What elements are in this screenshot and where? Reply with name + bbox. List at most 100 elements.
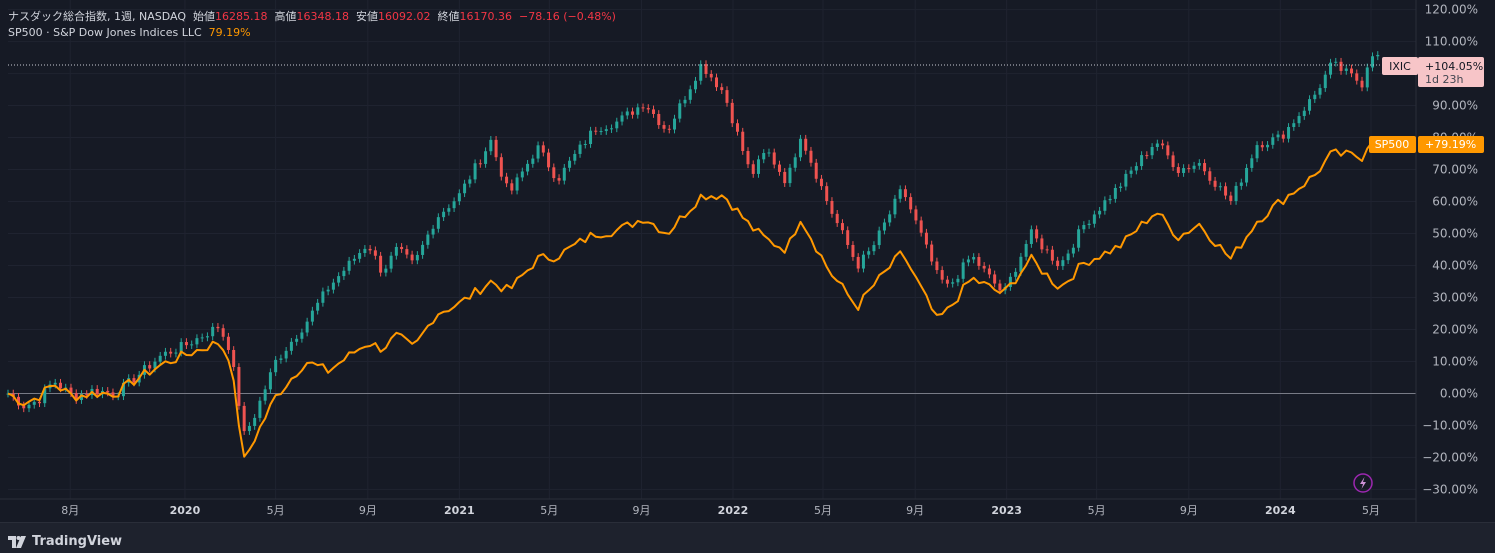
ixic-candle-body	[652, 109, 656, 114]
ixic-candle-body	[436, 217, 440, 229]
ixic-candle-body	[211, 326, 215, 337]
ixic-candle-body	[1045, 249, 1049, 251]
ixic-candle-body	[704, 64, 708, 74]
ixic-candle-body	[1050, 249, 1054, 261]
ixic-candle-body	[573, 153, 577, 161]
y-tick-label: −10.00%	[1422, 418, 1478, 432]
ixic-candle-body	[1224, 186, 1228, 196]
ixic-candle-body	[132, 378, 136, 383]
x-tick-label: 8月	[61, 504, 79, 517]
ixic-candle-body	[1014, 271, 1018, 277]
x-tick-label: 2021	[444, 504, 475, 517]
symbol-name[interactable]: ナスダック総合指数	[8, 10, 107, 23]
ixic-candle-body	[1108, 198, 1112, 201]
ixic-candle-body	[289, 341, 293, 351]
ixic-candle-body	[53, 382, 57, 385]
ixic-candle-body	[1182, 168, 1186, 173]
ixic-candle-body	[956, 278, 960, 283]
ixic-candle-body	[1077, 229, 1081, 248]
compare-value: 79.19%	[208, 26, 251, 39]
tradingview-logo[interactable]: TradingView	[8, 534, 122, 549]
ixic-badge-value-bg	[1418, 57, 1484, 87]
ixic-candle-body	[510, 183, 514, 191]
low-value: 16092.02	[378, 10, 431, 23]
ixic-candle-body	[720, 87, 724, 91]
ixic-price-badge[interactable]: IXIC +104.05% 1d 23h	[1382, 57, 1484, 87]
ixic-candle-body	[1329, 62, 1333, 75]
ixic-candle-body	[819, 178, 823, 187]
ixic-candle-body	[279, 358, 283, 360]
ixic-candle-body	[662, 125, 666, 129]
ixic-candle-body	[830, 200, 834, 214]
ixic-candle-body	[636, 107, 640, 115]
ixic-candle-body	[226, 336, 230, 350]
ixic-candle-body	[1082, 225, 1086, 230]
ixic-badge-value: +104.05%	[1425, 60, 1483, 73]
ixic-candle-body	[867, 251, 871, 255]
sp500-price-badge[interactable]: SP500 +79.19%	[1369, 136, 1484, 153]
ixic-candle-body	[657, 113, 661, 126]
ixic-candle-body	[735, 123, 739, 132]
ixic-candle-body	[1245, 167, 1249, 183]
ixic-candle-body	[998, 283, 1002, 291]
ixic-candle-body	[394, 246, 398, 256]
x-tick-label: 9月	[1180, 504, 1198, 517]
ixic-candle-body	[284, 350, 288, 359]
ixic-candle-body	[1087, 223, 1091, 226]
ixic-candle-body	[777, 164, 781, 172]
ixic-candle-body	[363, 248, 367, 254]
high-value: 16348.18	[296, 10, 350, 23]
ixic-candle-body	[877, 230, 881, 246]
ixic-candle-body	[106, 390, 110, 393]
ixic-candle-body	[557, 178, 561, 181]
y-tick-label: 50.00%	[1432, 227, 1478, 241]
ixic-candle-body	[153, 361, 157, 369]
sp500-badge-value: +79.19%	[1425, 138, 1476, 151]
ixic-candle-body	[594, 130, 598, 132]
x-tick-label: 5月	[540, 504, 558, 517]
ixic-candle-body	[347, 260, 351, 271]
ixic-candle-body	[1066, 253, 1070, 261]
y-tick-label: 90.00%	[1432, 99, 1478, 113]
open-value: 16285.18	[215, 10, 268, 23]
ixic-candle-body	[379, 255, 383, 273]
ixic-candle-body	[1281, 134, 1285, 139]
ixic-candle-body	[1271, 137, 1275, 145]
chart-plot[interactable]: 120.00%110.00%100.00%90.00%80.00%70.00%6…	[0, 0, 1495, 522]
compare-name[interactable]: SP500 · S&P Dow Jones Indices LLC	[8, 26, 202, 39]
ixic-candle-body	[1260, 145, 1264, 148]
y-tick-label: 120.00%	[1425, 3, 1478, 17]
footer-bar: TradingView	[0, 522, 1495, 553]
ixic-candle-body	[37, 401, 41, 404]
chart-panel[interactable]: 120.00%110.00%100.00%90.00%80.00%70.00%6…	[0, 0, 1495, 522]
ixic-candle-body	[258, 400, 262, 418]
ixic-candle-body	[384, 268, 388, 273]
ixic-candle-body	[200, 337, 204, 339]
ixic-candle-body	[253, 417, 257, 426]
sp500-badge-value-bg	[1418, 136, 1484, 153]
ixic-candle-body	[184, 342, 188, 346]
x-tick-label: 2023	[991, 504, 1022, 517]
ixic-candle-body	[447, 208, 451, 212]
interval: 1週	[114, 10, 132, 23]
main-series-legend[interactable]: ナスダック総合指数, 1週, NASDAQ 始値16285.18 高値16348…	[8, 10, 616, 23]
lightning-icon[interactable]	[1353, 473, 1373, 493]
ixic-candle-body	[300, 332, 304, 339]
ixic-candle-body	[531, 158, 535, 164]
ixic-candle-body	[1171, 155, 1175, 168]
ixic-candle-body	[1297, 116, 1301, 124]
ixic-candle-body	[1140, 155, 1144, 167]
sp500-line	[7, 136, 1379, 458]
ixic-candle-body	[641, 107, 645, 109]
compare-series-legend[interactable]: SP500 · S&P Dow Jones Indices LLC 79.19%	[8, 26, 251, 39]
y-tick-label: 70.00%	[1432, 163, 1478, 177]
ixic-candle-series	[6, 51, 1380, 435]
ixic-candle-body	[1208, 171, 1212, 181]
ixic-candle-body	[463, 183, 467, 194]
ixic-candle-body	[95, 388, 99, 395]
ixic-candle-body	[352, 258, 356, 261]
ixic-candle-body	[888, 214, 892, 223]
ixic-candle-body	[762, 152, 766, 160]
ixic-candle-body	[1255, 145, 1259, 159]
ixic-candle-body	[489, 139, 493, 152]
